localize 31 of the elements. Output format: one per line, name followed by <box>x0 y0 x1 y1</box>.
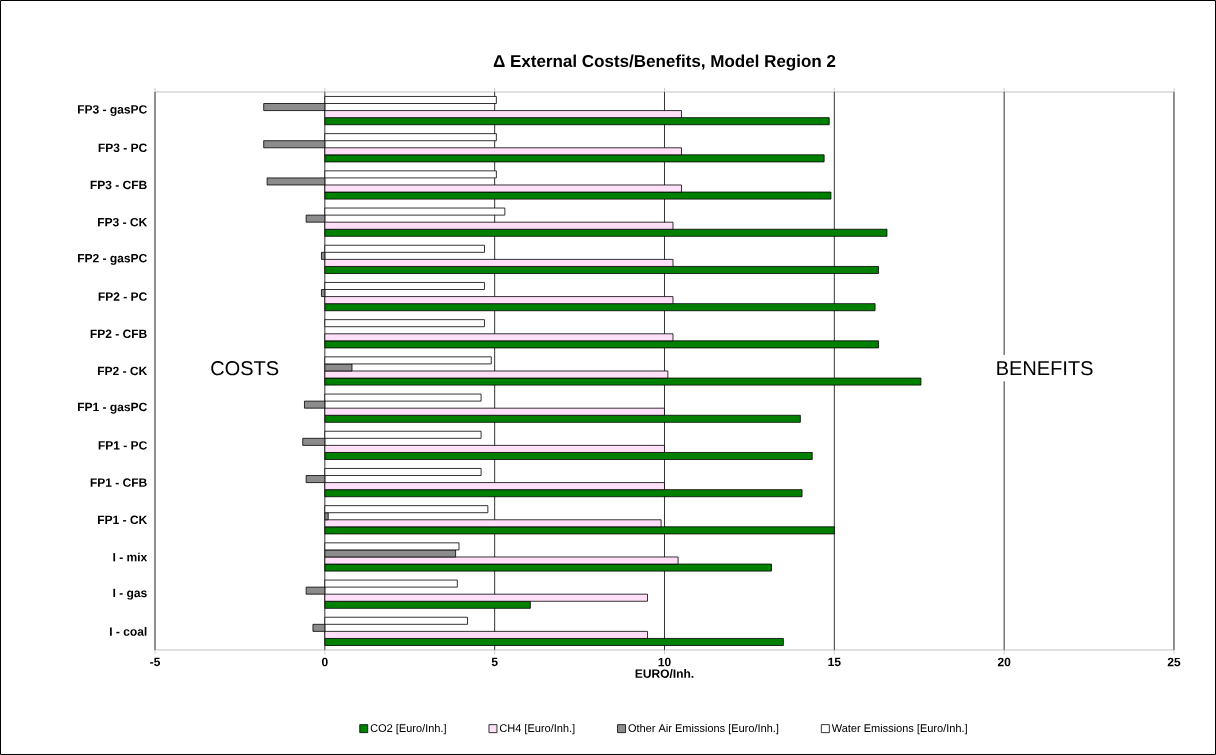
y-tick-label: I - coal <box>110 626 147 636</box>
y-tick-label: FP2 - CFB <box>90 329 147 339</box>
chart-title: Δ External Costs/Benefits, Model Region 2 <box>493 54 836 71</box>
x-tick-label: 25 <box>1167 657 1181 667</box>
x-tick-label: -5 <box>150 657 161 667</box>
y-tick-label: I - gas <box>113 588 147 600</box>
y-tick-label: FP3 - gasPC <box>78 105 147 117</box>
x-tick-label: 0 <box>321 657 328 667</box>
x-tick-label: 15 <box>828 657 841 667</box>
legend-label: Other Air Emissions [Euro/Inh.] <box>628 723 779 735</box>
y-tick-label: FP3 - PC <box>98 143 147 153</box>
legend-label: CO2 [Euro/Inh.] <box>370 723 446 735</box>
y-tick-label: I - mix <box>113 552 148 562</box>
annotation: BENEFITS <box>997 361 1093 376</box>
y-tick-label: FP3 - CK <box>98 217 148 227</box>
annotation: COSTS <box>211 361 279 376</box>
y-tick-label: FP1 - PC <box>98 441 147 450</box>
y-tick-label: FP2 - CK <box>98 366 148 376</box>
x-tick-label: 20 <box>997 657 1011 667</box>
y-tick-label: FP1 - gasPC <box>78 402 147 414</box>
y-tick-label: FP1 - CK <box>98 515 148 525</box>
x-tick-label: 10 <box>658 657 671 667</box>
legend-label: Water Emissions [Euro/Inh.] <box>831 723 967 735</box>
y-tick-label: FP2 - PC <box>98 292 147 301</box>
bar <box>324 319 485 328</box>
y-tick-label: FP1 - CFB <box>90 478 147 487</box>
y-tick-label: FP3 - CFB <box>90 180 147 190</box>
x-axis-title: EURO/Inh. <box>635 669 694 679</box>
y-tick-label: FP2 - gasPC <box>78 253 147 265</box>
x-tick-label: 5 <box>491 657 498 667</box>
legend-label: CH4 [Euro/Inh.] <box>499 723 575 735</box>
